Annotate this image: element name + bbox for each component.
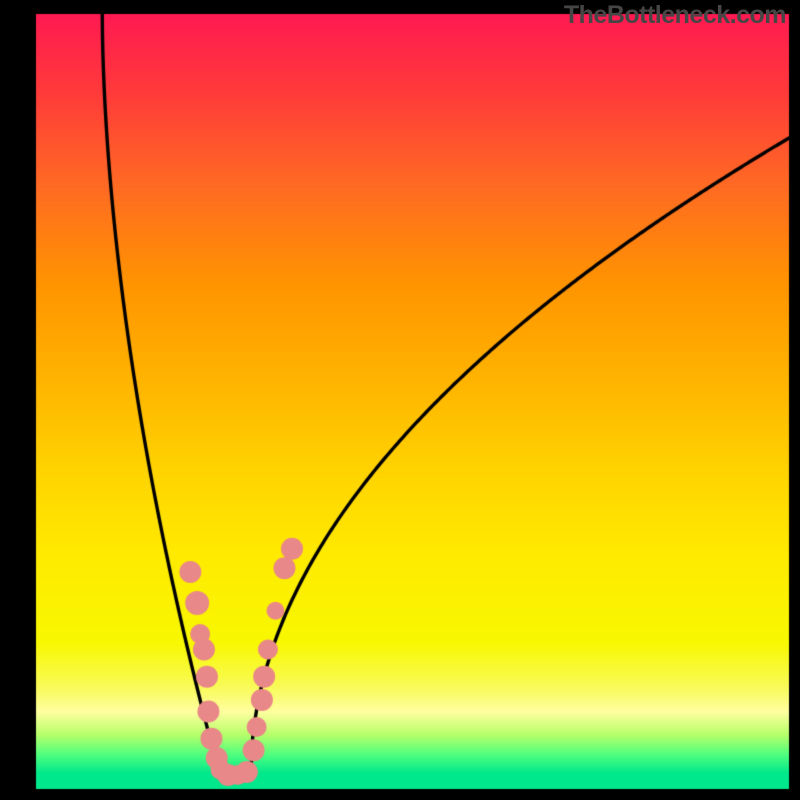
- bottleneck-v-curve-chart: [0, 0, 800, 800]
- chart-container: TheBottleneck.com: [0, 0, 800, 800]
- attribution-watermark: TheBottleneck.com: [564, 3, 786, 28]
